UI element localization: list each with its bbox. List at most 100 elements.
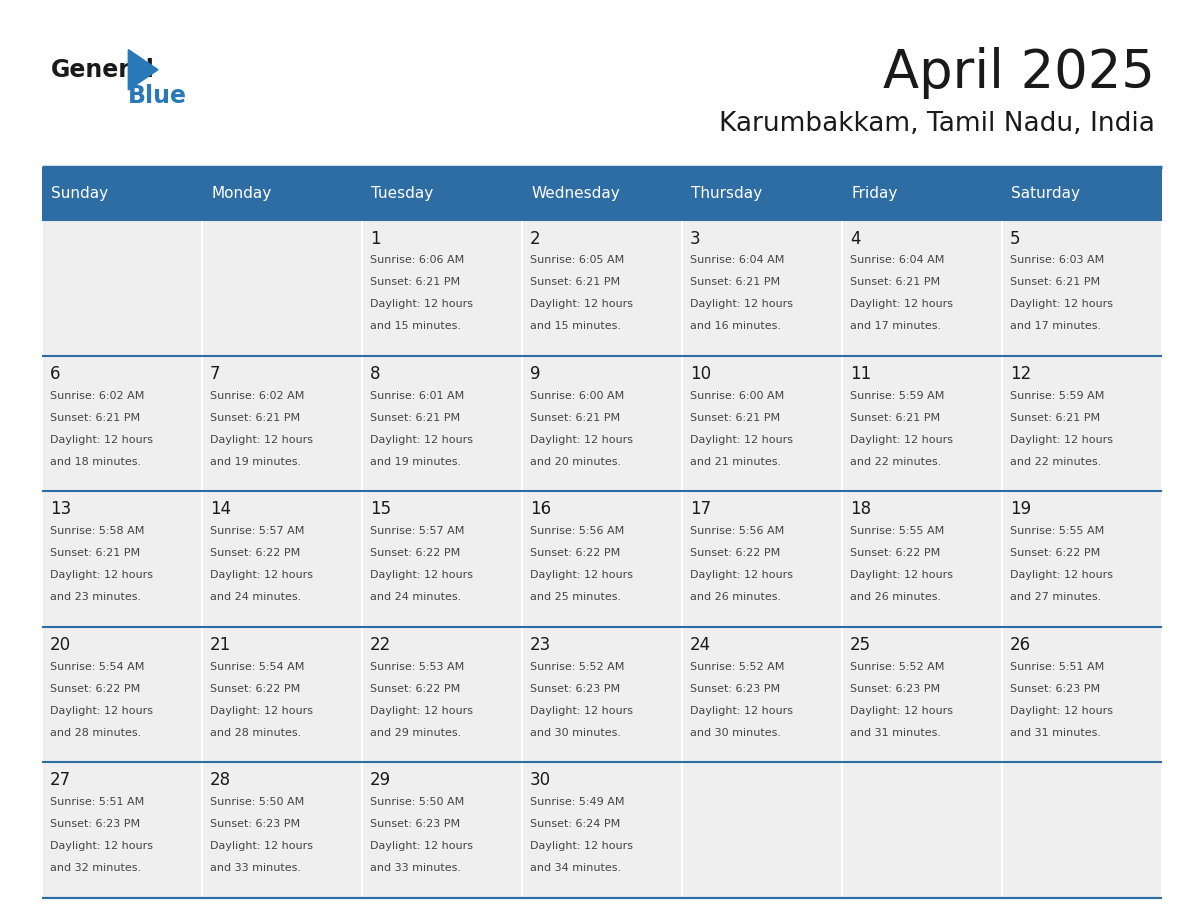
Text: Sunrise: 6:04 AM: Sunrise: 6:04 AM	[851, 255, 944, 265]
Text: Thursday: Thursday	[691, 186, 763, 201]
Text: and 33 minutes.: and 33 minutes.	[369, 863, 461, 873]
Text: Sunset: 6:21 PM: Sunset: 6:21 PM	[369, 413, 460, 422]
Text: and 31 minutes.: and 31 minutes.	[851, 728, 941, 738]
Text: and 32 minutes.: and 32 minutes.	[50, 863, 141, 873]
Text: 25: 25	[851, 636, 871, 654]
Bar	[202, 167, 361, 220]
Bar	[202, 627, 361, 762]
Text: Daylight: 12 hours: Daylight: 12 hours	[369, 706, 473, 716]
Text: 26: 26	[1010, 636, 1031, 654]
Text: 23: 23	[530, 636, 551, 654]
Text: Daylight: 12 hours: Daylight: 12 hours	[50, 841, 153, 851]
Text: and 28 minutes.: and 28 minutes.	[210, 728, 302, 738]
Text: Sunrise: 5:53 AM: Sunrise: 5:53 AM	[369, 662, 465, 672]
Text: 20: 20	[50, 636, 71, 654]
Text: and 19 minutes.: and 19 minutes.	[210, 457, 301, 466]
Text: 14: 14	[210, 500, 230, 519]
Bar	[522, 627, 682, 762]
Text: Daylight: 12 hours: Daylight: 12 hours	[530, 299, 633, 309]
Bar	[842, 627, 1001, 762]
Bar	[682, 491, 842, 627]
Text: Daylight: 12 hours: Daylight: 12 hours	[851, 570, 953, 580]
Text: 7: 7	[210, 365, 221, 383]
Text: Daylight: 12 hours: Daylight: 12 hours	[210, 570, 312, 580]
Text: Sunset: 6:22 PM: Sunset: 6:22 PM	[851, 548, 941, 558]
Text: Daylight: 12 hours: Daylight: 12 hours	[50, 706, 153, 716]
Text: Sunrise: 5:52 AM: Sunrise: 5:52 AM	[690, 662, 784, 672]
Bar	[522, 762, 682, 898]
Bar	[42, 356, 202, 491]
Text: Sunset: 6:21 PM: Sunset: 6:21 PM	[690, 413, 781, 422]
Text: 4: 4	[851, 230, 860, 248]
Text: Daylight: 12 hours: Daylight: 12 hours	[369, 841, 473, 851]
Text: Daylight: 12 hours: Daylight: 12 hours	[210, 706, 312, 716]
Bar	[522, 220, 682, 356]
Text: 1: 1	[369, 230, 380, 248]
Text: Blue: Blue	[128, 84, 188, 108]
Text: 12: 12	[1010, 365, 1031, 383]
Bar	[682, 762, 842, 898]
Text: Sunrise: 6:02 AM: Sunrise: 6:02 AM	[50, 391, 144, 400]
Text: Daylight: 12 hours: Daylight: 12 hours	[851, 706, 953, 716]
Bar	[682, 627, 842, 762]
Text: 5: 5	[1010, 230, 1020, 248]
Text: Sunset: 6:23 PM: Sunset: 6:23 PM	[50, 819, 140, 829]
Text: Sunset: 6:23 PM: Sunset: 6:23 PM	[210, 819, 301, 829]
Text: and 28 minutes.: and 28 minutes.	[50, 728, 141, 738]
Text: Sunrise: 6:04 AM: Sunrise: 6:04 AM	[690, 255, 784, 265]
Text: Sunset: 6:22 PM: Sunset: 6:22 PM	[369, 684, 460, 694]
Text: Daylight: 12 hours: Daylight: 12 hours	[50, 570, 153, 580]
Text: 17: 17	[690, 500, 712, 519]
Text: and 24 minutes.: and 24 minutes.	[369, 592, 461, 602]
Text: Sunrise: 6:00 AM: Sunrise: 6:00 AM	[530, 391, 624, 400]
Text: Daylight: 12 hours: Daylight: 12 hours	[369, 570, 473, 580]
Bar	[361, 627, 522, 762]
Text: and 22 minutes.: and 22 minutes.	[1010, 457, 1101, 466]
Text: and 33 minutes.: and 33 minutes.	[210, 863, 301, 873]
Text: Daylight: 12 hours: Daylight: 12 hours	[1010, 299, 1113, 309]
Text: Tuesday: Tuesday	[372, 186, 434, 201]
Bar	[42, 167, 202, 220]
Text: Sunset: 6:21 PM: Sunset: 6:21 PM	[530, 413, 620, 422]
Text: Karumbakkam, Tamil Nadu, India: Karumbakkam, Tamil Nadu, India	[719, 111, 1155, 137]
Text: Sunday: Sunday	[51, 186, 108, 201]
Text: Sunset: 6:22 PM: Sunset: 6:22 PM	[1010, 548, 1100, 558]
Text: and 31 minutes.: and 31 minutes.	[1010, 728, 1101, 738]
Bar	[42, 491, 202, 627]
Text: and 15 minutes.: and 15 minutes.	[369, 321, 461, 331]
Text: 24: 24	[690, 636, 712, 654]
Text: and 26 minutes.: and 26 minutes.	[690, 592, 782, 602]
Text: Daylight: 12 hours: Daylight: 12 hours	[210, 841, 312, 851]
Text: Sunrise: 6:03 AM: Sunrise: 6:03 AM	[1010, 255, 1105, 265]
Bar	[842, 491, 1001, 627]
Text: 9: 9	[530, 365, 541, 383]
Text: 11: 11	[851, 365, 871, 383]
Text: April 2025: April 2025	[883, 48, 1155, 99]
Text: 10: 10	[690, 365, 712, 383]
Bar	[361, 491, 522, 627]
Text: Sunrise: 5:55 AM: Sunrise: 5:55 AM	[851, 526, 944, 536]
Text: Sunrise: 5:52 AM: Sunrise: 5:52 AM	[851, 662, 944, 672]
Text: and 18 minutes.: and 18 minutes.	[50, 457, 141, 466]
Text: Daylight: 12 hours: Daylight: 12 hours	[530, 435, 633, 444]
Text: Friday: Friday	[852, 186, 898, 201]
Text: Sunset: 6:22 PM: Sunset: 6:22 PM	[690, 548, 781, 558]
Text: 15: 15	[369, 500, 391, 519]
Text: Sunrise: 5:59 AM: Sunrise: 5:59 AM	[1010, 391, 1105, 400]
Text: Sunrise: 5:57 AM: Sunrise: 5:57 AM	[210, 526, 304, 536]
Text: Sunset: 6:21 PM: Sunset: 6:21 PM	[690, 277, 781, 287]
Text: Sunrise: 5:50 AM: Sunrise: 5:50 AM	[369, 797, 465, 807]
Text: Sunset: 6:23 PM: Sunset: 6:23 PM	[369, 819, 460, 829]
Bar	[202, 356, 361, 491]
Bar	[682, 167, 842, 220]
Bar	[522, 356, 682, 491]
Text: Sunset: 6:22 PM: Sunset: 6:22 PM	[50, 684, 140, 694]
Bar	[842, 762, 1001, 898]
Text: and 26 minutes.: and 26 minutes.	[851, 592, 941, 602]
Text: Daylight: 12 hours: Daylight: 12 hours	[530, 570, 633, 580]
Text: and 16 minutes.: and 16 minutes.	[690, 321, 781, 331]
Text: Sunrise: 6:01 AM: Sunrise: 6:01 AM	[369, 391, 465, 400]
Text: Sunrise: 5:52 AM: Sunrise: 5:52 AM	[530, 662, 625, 672]
Text: Sunset: 6:22 PM: Sunset: 6:22 PM	[530, 548, 620, 558]
Text: Sunrise: 5:51 AM: Sunrise: 5:51 AM	[50, 797, 144, 807]
